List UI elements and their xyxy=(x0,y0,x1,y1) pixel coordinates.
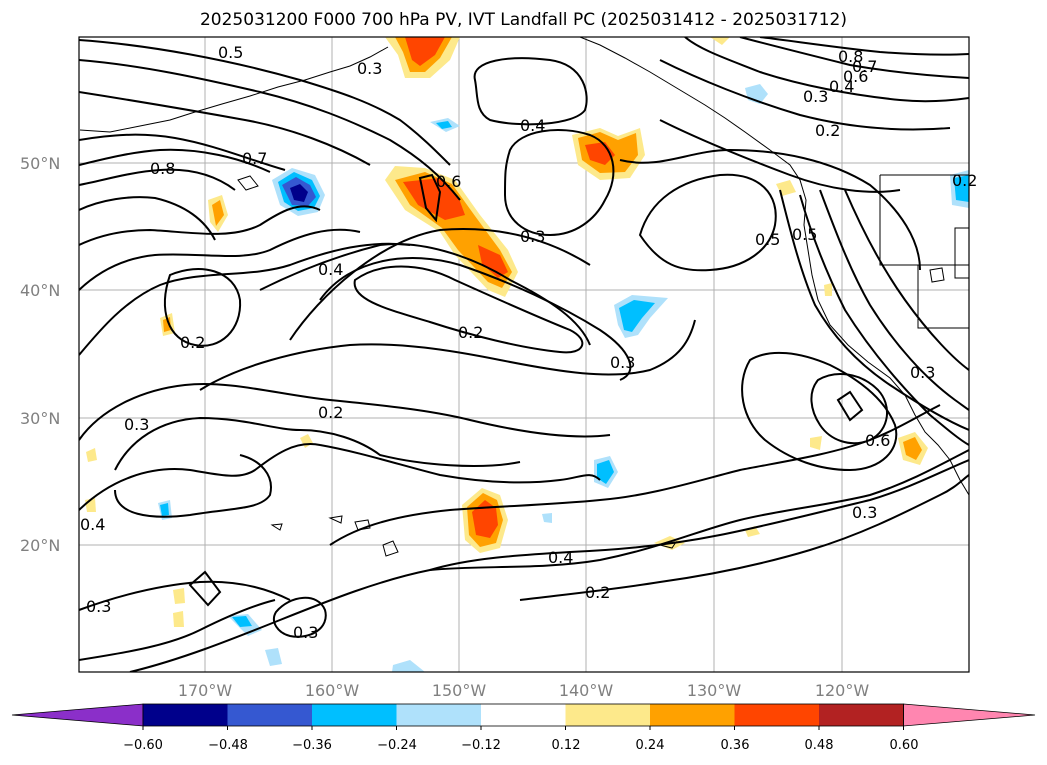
lon-tick-label: 130°W xyxy=(687,681,742,700)
contour-label: 0.6 xyxy=(865,431,890,450)
contour-label: 0.6 xyxy=(843,67,868,86)
colorbar-tick-label: −0.12 xyxy=(461,738,501,753)
colorbar-segment xyxy=(650,704,735,726)
contour-label: 0.2 xyxy=(180,333,205,352)
colorbar-tick-label: −0.60 xyxy=(123,738,163,753)
contour-label: 0.3 xyxy=(803,87,828,106)
ivt-fill-negative xyxy=(158,84,969,672)
colorbar-tick-label: 0.24 xyxy=(636,738,665,753)
map-border xyxy=(78,36,970,673)
colorbar-tick-label: 0.36 xyxy=(721,738,750,753)
coastlines xyxy=(79,37,969,557)
contour-label: 0.2 xyxy=(458,323,483,342)
colorbar-tick-label: −0.24 xyxy=(377,738,417,753)
lon-tick-label: 120°W xyxy=(815,681,870,700)
contour-label: 0.4 xyxy=(520,116,545,135)
lon-tick-label: 150°W xyxy=(432,681,487,700)
colorbar: −0.60 −0.48 −0.36 −0.24 −0.12 0.12 0.24 … xyxy=(11,703,1036,753)
contour-label: 0.6 xyxy=(436,172,461,191)
contour-labels: 0.5 0.3 0.8 0.7 0.6 0.4 0.3 0.2 0.8 0.7 … xyxy=(80,43,977,642)
contour-label: 0.5 xyxy=(218,43,243,62)
contour-label: 0.7 xyxy=(242,149,267,168)
lat-tick-label: 40°N xyxy=(20,281,60,300)
contour-label: 0.8 xyxy=(838,47,863,66)
contour-label: 0.2 xyxy=(585,583,610,602)
contour-label: 0.4 xyxy=(80,515,105,534)
colorbar-tick-label: −0.36 xyxy=(292,738,332,753)
colorbar-segment xyxy=(143,704,228,726)
colorbar-segment xyxy=(227,704,313,726)
lat-tick-label: 50°N xyxy=(20,154,60,173)
colorbar-segment xyxy=(565,704,651,726)
contour-label: 0.3 xyxy=(357,59,382,78)
colorbar-segment xyxy=(312,704,397,726)
colorbar-tick-label: 0.12 xyxy=(552,738,581,753)
contour-label: 0.5 xyxy=(792,225,817,244)
lon-tick-label: 170°W xyxy=(178,681,233,700)
map-title: 2025031200 F000 700 hPa PV, IVT Landfall… xyxy=(199,10,847,30)
contour-label: 0.3 xyxy=(852,503,877,522)
colorbar-ticks: −0.60 −0.48 −0.36 −0.24 −0.12 0.12 0.24 … xyxy=(123,738,918,753)
contour-label: 0.3 xyxy=(124,415,149,434)
lat-tick-label: 30°N xyxy=(20,409,60,428)
contour-label: 0.3 xyxy=(293,623,318,642)
contour-label: 0.7 xyxy=(852,57,877,76)
contour-label: 0.4 xyxy=(829,77,854,96)
colorbar-extend-low xyxy=(11,703,144,727)
contour-label: 0.4 xyxy=(548,548,573,567)
colorbar-segment xyxy=(819,704,904,726)
colorbar-segments xyxy=(11,703,1036,730)
colorbar-tick-label: −0.48 xyxy=(208,738,248,753)
contour-label: 0.3 xyxy=(610,353,635,372)
contour-label: 0.3 xyxy=(520,227,545,246)
pv-contours xyxy=(79,37,969,672)
colorbar-segment xyxy=(734,704,820,726)
colorbar-extend-high xyxy=(903,703,1036,727)
contour-label: 0.3 xyxy=(910,363,935,382)
contour-label: 0.3 xyxy=(86,597,111,616)
contour-label: 0.4 xyxy=(318,260,343,279)
contour-label: 0.2 xyxy=(952,171,977,190)
contour-label: 0.2 xyxy=(815,121,840,140)
lat-tick-label: 20°N xyxy=(20,536,60,555)
colorbar-tick-label: 0.48 xyxy=(805,738,834,753)
contour-label: 0.2 xyxy=(318,403,343,422)
contour-label: 0.5 xyxy=(755,230,780,249)
lon-tick-label: 160°W xyxy=(305,681,360,700)
latitude-axis: 50°N 40°N 30°N 20°N xyxy=(20,154,60,555)
lon-tick-label: 140°W xyxy=(559,681,614,700)
colorbar-segment xyxy=(481,704,566,726)
contour-label: 0.8 xyxy=(150,159,175,178)
longitude-axis: 170°W 160°W 150°W 140°W 130°W 120°W xyxy=(178,681,870,700)
colorbar-frame xyxy=(142,703,904,727)
colorbar-tick-label: 0.60 xyxy=(890,738,919,753)
colorbar-segment xyxy=(396,704,482,726)
